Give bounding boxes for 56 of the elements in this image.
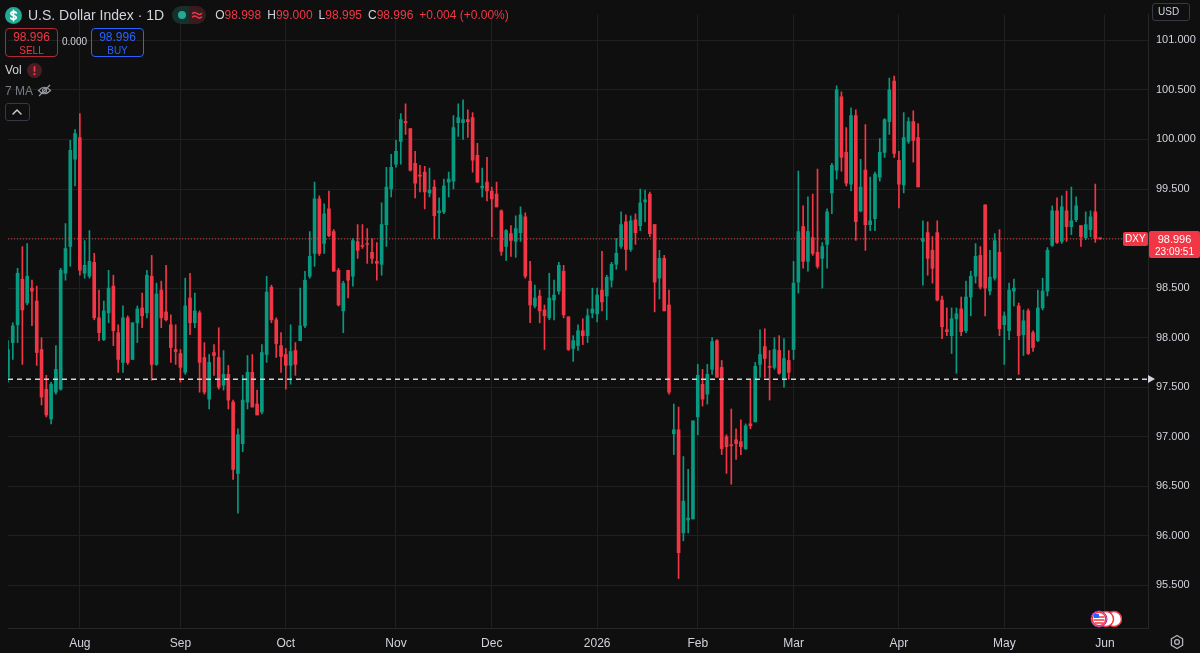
y-tick-label: 98.000 [1156, 330, 1190, 343]
candlestick [485, 156, 489, 202]
y-tick-label: 101.000 [1156, 33, 1196, 46]
annotation: 7 MA [5, 84, 34, 98]
y-tick-label: 99.500 [1156, 182, 1190, 195]
ref-line-label: DXY [1125, 231, 1146, 246]
x-tick-label: Aug [69, 635, 91, 650]
y-tick-label: 100.000 [1156, 132, 1196, 145]
candlestick [580, 318, 585, 345]
x-tick-label: Jun [1095, 635, 1115, 650]
text: 98.996 [1157, 232, 1192, 245]
candlestick [212, 344, 216, 376]
chart-title: U.S. Dollar Index · 1D [28, 7, 165, 23]
y-tick-label: 96.000 [1156, 528, 1190, 541]
annotation: 98.996 [12, 30, 51, 44]
text: 23:09:51 [1154, 245, 1195, 257]
y-tick-label: 95.500 [1156, 578, 1190, 591]
y-tick-label: 100.500 [1156, 82, 1196, 95]
candlestick [671, 403, 676, 455]
y-tick-label: 98.500 [1156, 281, 1190, 294]
annotation: L98.995 [318, 8, 362, 22]
y-tick-label: 96.500 [1156, 479, 1190, 492]
x-tick-label: Apr [889, 635, 909, 650]
candlestick [944, 307, 949, 336]
candlestick [30, 279, 34, 327]
y-tick-label: 97.500 [1156, 380, 1190, 393]
annotation: SELL [18, 45, 45, 56]
candlestick [921, 220, 925, 286]
candlestick [868, 176, 873, 231]
candlestick [758, 329, 762, 378]
candlestick [140, 292, 144, 329]
annotation: Vol [5, 63, 22, 77]
annotation: +0.004 (+0.00%) [419, 8, 509, 22]
x-tick-label: Sep [169, 635, 192, 650]
annotation: O98.998 [215, 8, 262, 22]
x-tick-label: May [992, 635, 1016, 650]
annotation: 0.000 [62, 36, 88, 47]
candlestick [729, 408, 734, 485]
annotation: 98.996 [98, 30, 137, 44]
x-tick-label: Nov [385, 635, 407, 650]
annotation: C98.996 [367, 8, 414, 22]
x-tick-label: Mar [783, 635, 804, 650]
annotation: H99.000 [267, 8, 313, 22]
candlestick [456, 103, 461, 137]
candlestick [374, 242, 379, 281]
candlestick [762, 328, 767, 378]
x-tick-label: 2026 [583, 635, 611, 650]
annotation: BUY [106, 45, 129, 56]
y-tick-label: 97.000 [1156, 429, 1190, 442]
candlestick [600, 251, 604, 312]
x-tick-label: Dec [481, 635, 503, 650]
x-tick-label: Oct [276, 635, 296, 650]
x-tick-label: Feb [687, 635, 709, 650]
buy-button: 98.996 BUY [91, 28, 144, 57]
currency-button: USD [1152, 3, 1190, 21]
sell-button: 98.996 SELL [5, 28, 58, 57]
